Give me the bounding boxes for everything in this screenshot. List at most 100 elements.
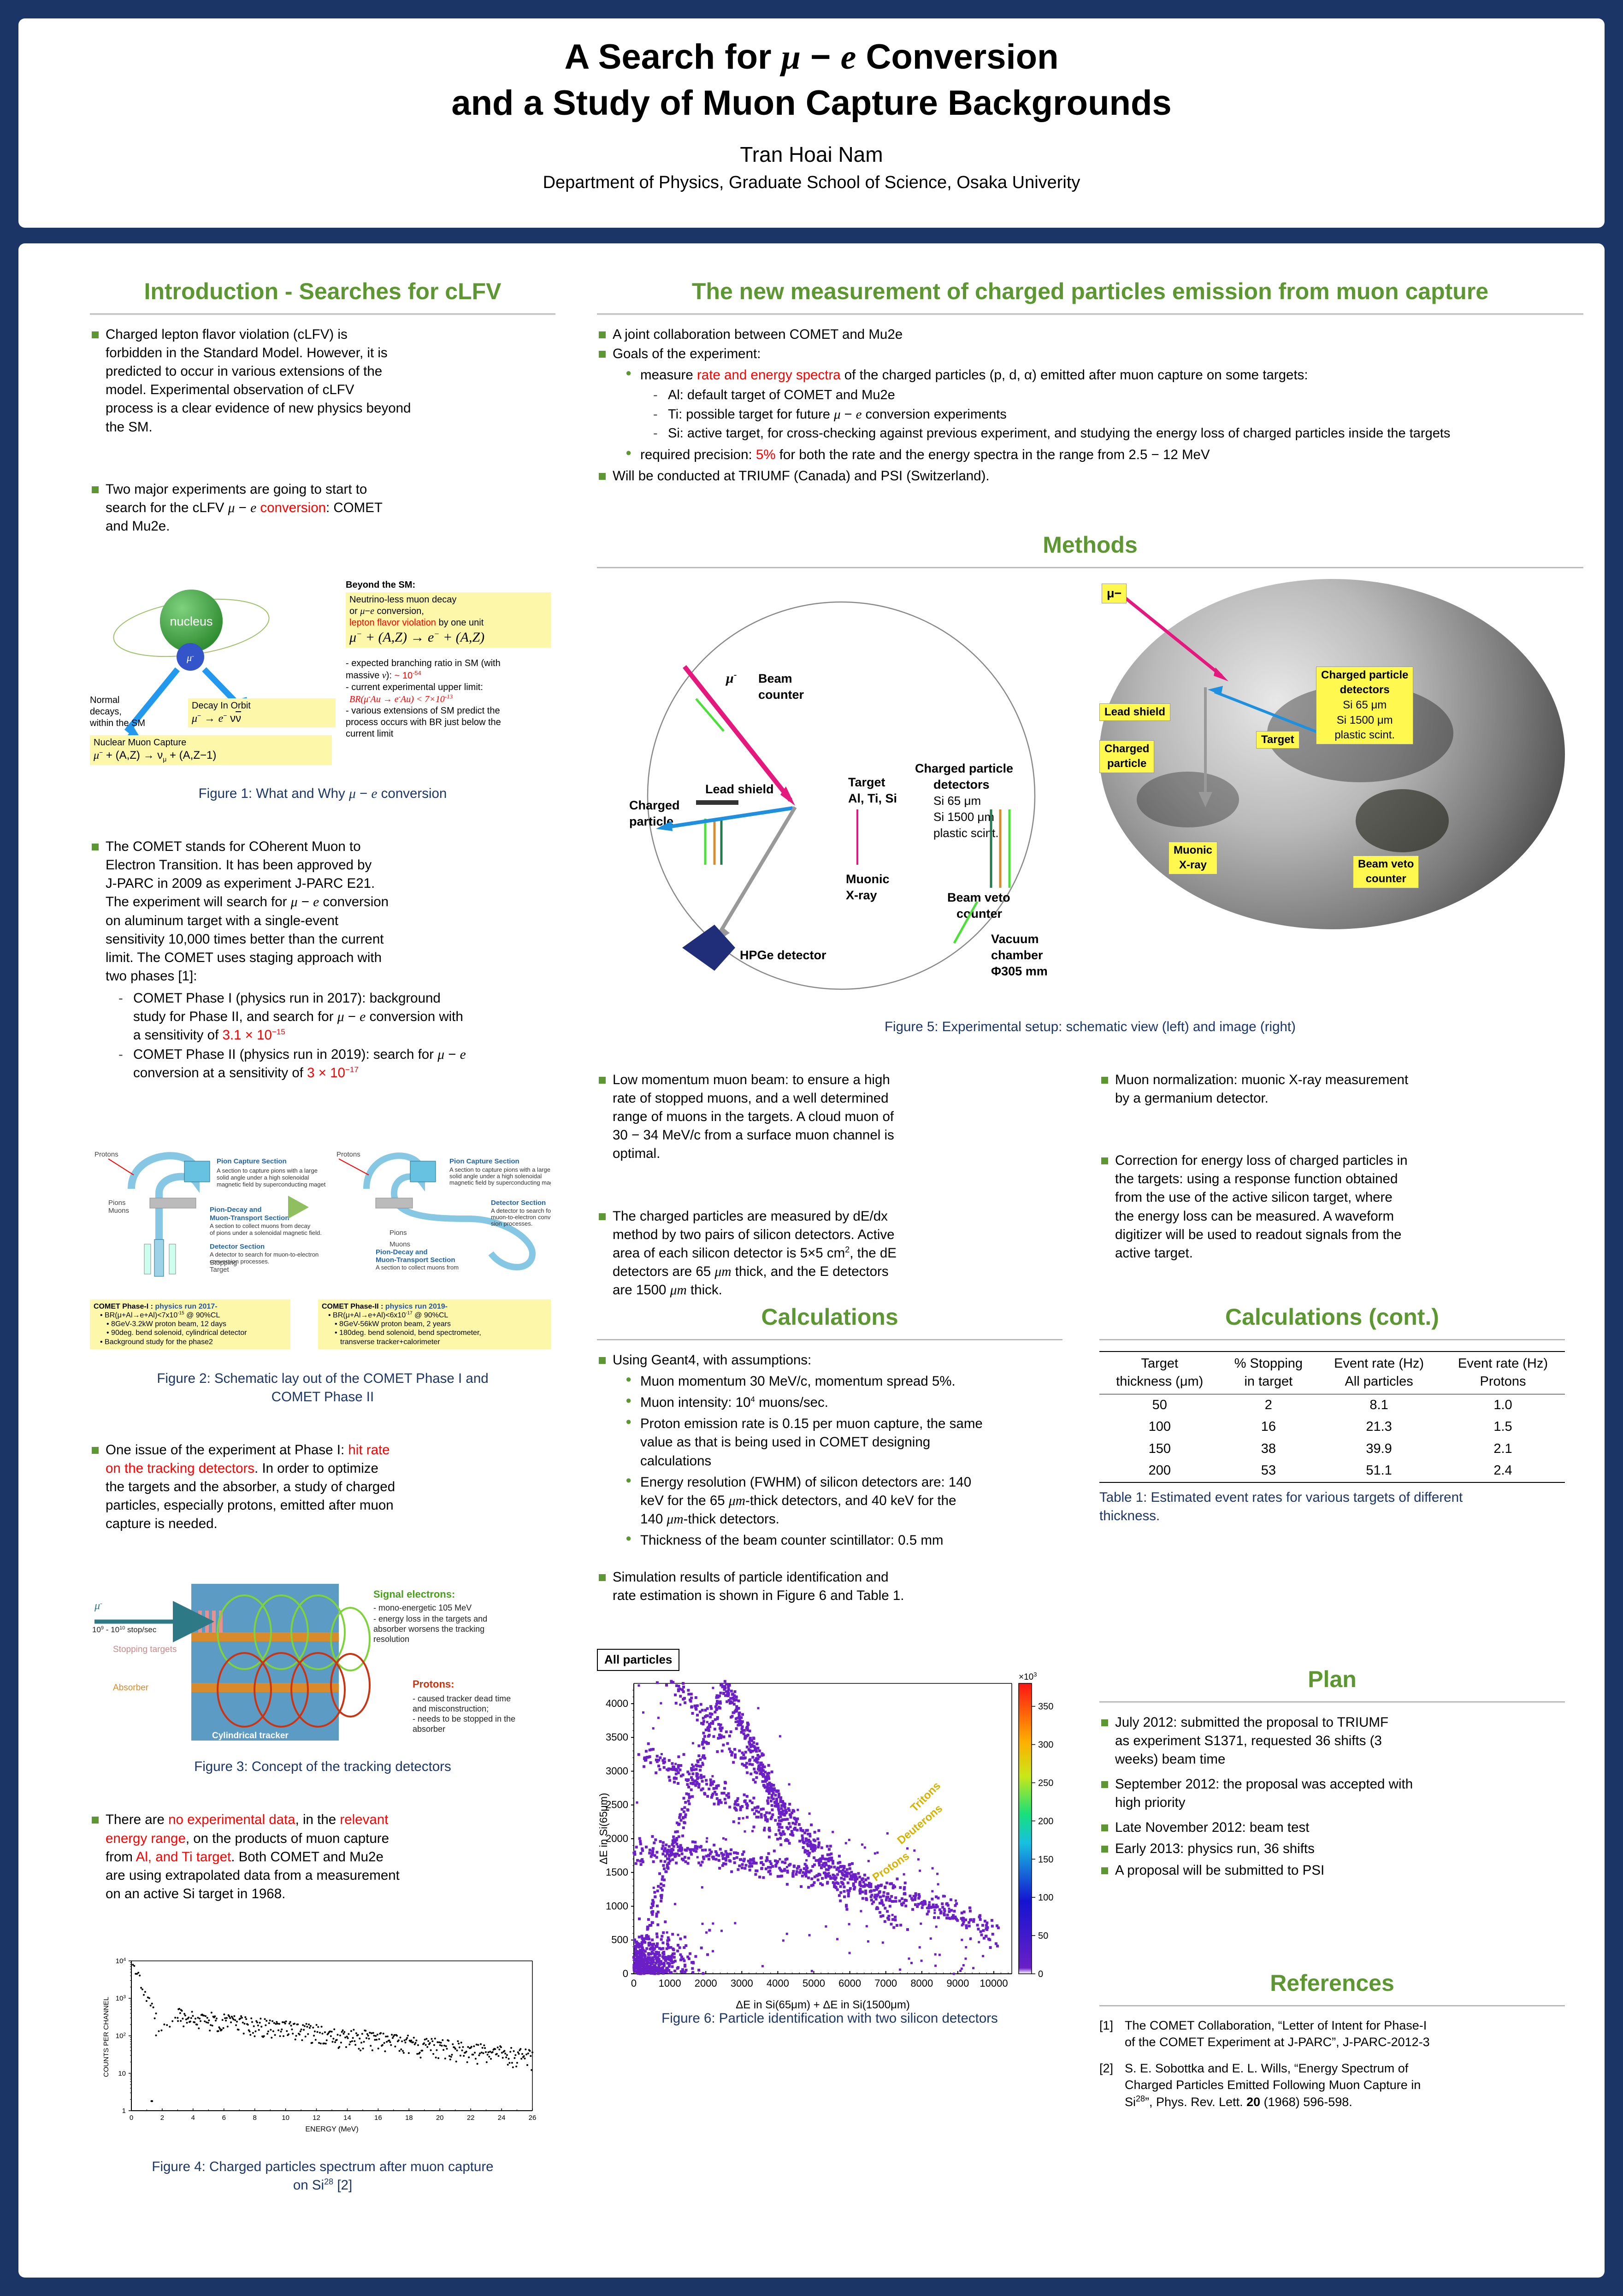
svg-text:Detector Section: Detector Section — [210, 1243, 265, 1251]
svg-text:5000: 5000 — [803, 1977, 825, 1989]
svg-text:8: 8 — [253, 2114, 257, 2122]
svg-text:0: 0 — [631, 1977, 637, 1989]
svg-text:350: 350 — [1038, 1702, 1053, 1712]
svg-text:103: 103 — [116, 1995, 126, 2003]
svg-text:Vacuum: Vacuum — [991, 932, 1039, 946]
svg-text:9000: 9000 — [946, 1977, 969, 1989]
svg-text:A detector to search for: A detector to search for — [491, 1207, 551, 1214]
svg-text:Protons: Protons — [336, 1151, 360, 1158]
svg-text:Si 1500 μm: Si 1500 μm — [933, 810, 994, 824]
svg-text:- needs to be stopped in the: - needs to be stopped in the — [413, 1714, 515, 1723]
svg-text:Detector Section: Detector Section — [491, 1199, 546, 1207]
svg-text:1000: 1000 — [659, 1977, 681, 1989]
svg-text:100: 100 — [1038, 1893, 1053, 1903]
svg-text:150: 150 — [1038, 1855, 1053, 1865]
svg-text:absorber: absorber — [413, 1724, 445, 1734]
svg-text:22: 22 — [467, 2114, 475, 2122]
svg-text:3000: 3000 — [606, 1765, 628, 1777]
svg-text:Target: Target — [848, 775, 885, 789]
svg-text:X-ray: X-ray — [846, 888, 877, 902]
svg-text:COUNTS PER CHANNEL: COUNTS PER CHANNEL — [102, 1997, 110, 2077]
svg-text:20: 20 — [436, 2114, 444, 2122]
svg-text:counter: counter — [956, 907, 1003, 921]
svg-text:200: 200 — [1038, 1817, 1053, 1827]
svg-text:50: 50 — [1038, 1931, 1048, 1941]
svg-text:6: 6 — [222, 2114, 226, 2122]
svg-text:0: 0 — [1038, 1969, 1043, 1979]
svg-text:conversion processes.: conversion processes. — [210, 1258, 269, 1265]
svg-text:Charged particle: Charged particle — [915, 761, 1013, 775]
svg-text:Target: Target — [210, 1266, 230, 1274]
svg-text:3500: 3500 — [606, 1731, 628, 1743]
svg-text:102: 102 — [116, 2032, 126, 2040]
svg-text:Protons:: Protons: — [413, 1678, 454, 1690]
svg-text:10: 10 — [282, 2114, 289, 2122]
svg-text:300: 300 — [1038, 1740, 1053, 1750]
svg-text:- caused tracker dead time: - caused tracker dead time — [413, 1694, 511, 1703]
svg-text:Al, Ti, Si: Al, Ti, Si — [848, 791, 897, 805]
svg-text:Signal electrons:: Signal electrons: — [373, 1588, 455, 1600]
svg-text:resolution: resolution — [373, 1635, 409, 1644]
svg-text:nucleus: nucleus — [170, 614, 212, 628]
svg-text:6000: 6000 — [838, 1977, 861, 1989]
svg-text:0: 0 — [130, 2114, 133, 2122]
svg-text:solid angle under a high solen: solid angle under a high solenoidal — [217, 1174, 309, 1181]
svg-text:2000: 2000 — [695, 1977, 717, 1989]
svg-text:500: 500 — [611, 1934, 628, 1946]
svg-text:absorber worsens the tracking: absorber worsens the tracking — [373, 1624, 484, 1634]
svg-text:ΔE in Si(65μm): ΔE in Si(65μm) — [597, 1793, 609, 1865]
svg-text:26: 26 — [529, 2114, 537, 2122]
svg-text:Charged: Charged — [629, 798, 680, 812]
svg-text:- energy loss in the targets a: - energy loss in the targets and — [373, 1614, 487, 1623]
svg-text:×103: ×103 — [1019, 1671, 1037, 1682]
svg-text:- mono-energetic 105 MeV: - mono-energetic 105 MeV — [373, 1603, 472, 1612]
svg-text:Beam veto: Beam veto — [947, 891, 1010, 904]
svg-text:magnetic field by superconduct: magnetic field by superconducting maget — [217, 1181, 326, 1188]
svg-text:7000: 7000 — [874, 1977, 897, 1989]
svg-text:Beam: Beam — [758, 672, 792, 685]
svg-text:16: 16 — [374, 2114, 382, 2122]
svg-text:Muonic: Muonic — [846, 872, 890, 886]
svg-text:18: 18 — [405, 2114, 413, 2122]
svg-text:A detector to search for muon-: A detector to search for muon-to-electro… — [210, 1251, 319, 1258]
svg-text:and misconstruction;: and misconstruction; — [413, 1704, 489, 1713]
svg-text:10000: 10000 — [980, 1977, 1008, 1989]
svg-text:12: 12 — [313, 2114, 320, 2122]
svg-text:ΔE in Si(65μm) + ΔE in Si(1500: ΔE in Si(65μm) + ΔE in Si(1500μm) — [736, 1999, 910, 2011]
svg-text:detectors: detectors — [933, 778, 990, 791]
svg-text:Pions: Pions — [390, 1229, 407, 1237]
svg-text:μ-: μ- — [94, 1600, 102, 1612]
svg-text:A section to capture pions wit: A section to capture pions with a large — [449, 1166, 550, 1173]
svg-text:1500: 1500 — [606, 1866, 628, 1878]
svg-text:μ-: μ- — [725, 670, 737, 686]
svg-text:Pion Capture Section: Pion Capture Section — [449, 1157, 519, 1165]
svg-text:4000: 4000 — [606, 1698, 628, 1709]
svg-text:magnetic field by superconduct: magnetic field by superconducting maget — [449, 1179, 551, 1186]
svg-text:14: 14 — [343, 2114, 351, 2122]
svg-text:solid angle under a high solen: solid angle under a high solenoidal — [449, 1173, 542, 1180]
svg-text:Muons: Muons — [390, 1240, 410, 1248]
svg-text:Pion-Decay and: Pion-Decay and — [210, 1206, 262, 1214]
svg-text:A section to collect muons fro: A section to collect muons from — [376, 1264, 459, 1271]
svg-text:ENERGY (MeV): ENERGY (MeV) — [305, 2125, 358, 2133]
svg-text:Pion Capture Section: Pion Capture Section — [217, 1157, 287, 1165]
svg-text:of pions under a solenoidal ma: of pions under a solenoidal magnetic fie… — [210, 1229, 322, 1236]
svg-text:HPGe detector: HPGe detector — [740, 948, 826, 962]
svg-text:Lead shield: Lead shield — [705, 782, 774, 796]
svg-text:0: 0 — [623, 1968, 628, 1979]
svg-text:counter: counter — [758, 688, 804, 702]
svg-text:muon-to-electron conver-: muon-to-electron conver- — [491, 1214, 551, 1221]
svg-text:8000: 8000 — [910, 1977, 933, 1989]
svg-text:10: 10 — [118, 2070, 126, 2078]
svg-text:Φ305 mm: Φ305 mm — [991, 964, 1048, 978]
svg-text:24: 24 — [498, 2114, 506, 2122]
svg-text:Protons: Protons — [870, 1850, 912, 1884]
svg-text:109 - 1010 stop/sec: 109 - 1010 stop/sec — [92, 1625, 157, 1634]
svg-text:Protons: Protons — [94, 1151, 118, 1158]
svg-text:Muon-Transport Section: Muon-Transport Section — [210, 1214, 289, 1222]
svg-text:sion processes.: sion processes. — [491, 1220, 532, 1227]
svg-text:Pions: Pions — [108, 1199, 126, 1207]
svg-text:1: 1 — [122, 2107, 126, 2115]
svg-text:A section to collect muons fro: A section to collect muons from decay — [210, 1222, 311, 1229]
svg-text:Cylindrical tracker: Cylindrical tracker — [212, 1731, 289, 1741]
